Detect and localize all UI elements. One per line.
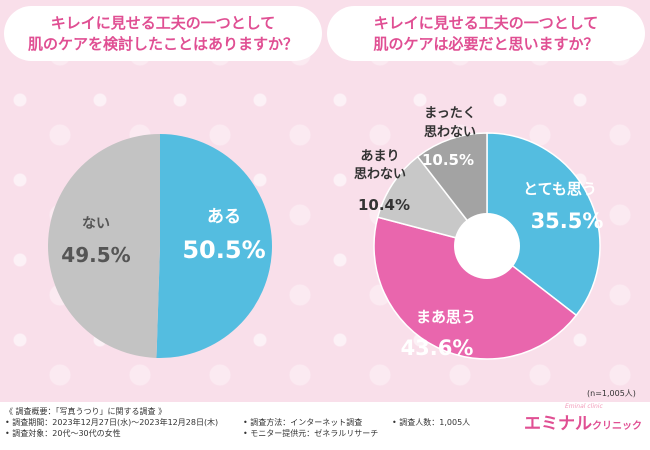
pie-slice (416, 132, 488, 249)
survey-provider: • モニター提供元：ゼネラルリサーチ (243, 429, 379, 438)
brand-logo: エミナルクリニック (524, 409, 642, 434)
slice-value: 35.5% (531, 209, 604, 233)
survey-footer: 《 調査概要：「写真うつり」に関する調査 》 • 調査期間：2023年12月27… (0, 402, 650, 450)
pie-chart-left: ある 50.5% ない 49.5% (47, 134, 272, 358)
question-right-line2: 肌のケアは必要だと思いますか？ (373, 34, 599, 53)
question-bubble-right: キレイに見せる工夫の一つとして 肌のケアは必要だと思いますか？ (327, 6, 645, 61)
slice-value: 49.5% (61, 243, 130, 267)
question-left-line2: 肌のケアを検討したことはありますか？ (27, 34, 298, 53)
question-bubble-left: キレイに見せる工夫の一つとして 肌のケアを検討したことはありますか？ (4, 6, 322, 61)
question-right-line1: キレイに見せる工夫の一つとして (373, 13, 599, 32)
slice-label: あまり (360, 149, 399, 164)
survey-target: • 調査対象：20代〜30代の女性 (5, 429, 121, 438)
slice-label: とても思う (523, 180, 597, 198)
slice-label: 思わない (424, 125, 476, 140)
slice-label: 思わない (354, 167, 406, 182)
slice-value: 10.5% (422, 151, 474, 169)
slice-label: ある (207, 207, 241, 227)
brand-name: エミナル (524, 414, 592, 434)
pie-slice (47, 134, 160, 358)
pie-slice (486, 132, 601, 317)
slice-label: まったく (424, 106, 475, 121)
survey-period: • 調査期間：2023年12月27日(水)〜2023年12月28日(木) (5, 418, 219, 427)
brand-script: Eminal clinic (565, 403, 603, 410)
pie-chart-right: とても思う35.5%まあ思う43.6%あまり思わない10.4%まったく思わない1… (354, 106, 603, 360)
slice-label: ない (82, 216, 110, 232)
pie-slice (156, 134, 272, 358)
slice-value: 43.6% (401, 336, 474, 360)
pie-slice (376, 155, 489, 248)
survey-summary: 《 調査概要：「写真うつり」に関する調査 》 (5, 407, 167, 416)
pie-slice (373, 216, 578, 360)
survey-method: • 調査方法：インターネット調査 (243, 418, 363, 427)
donut-hole (454, 213, 520, 279)
slice-value: 10.4% (358, 196, 410, 214)
slice-value: 50.5% (182, 236, 265, 264)
brand-sub: クリニック (592, 421, 642, 432)
question-left-line1: キレイに見せる工夫の一つとして (50, 13, 276, 32)
survey-count: • 調査人数：1,005人 (392, 418, 471, 427)
sample-size-note: (n=1,005人) (587, 389, 636, 398)
slice-label: まあ思う (416, 308, 476, 326)
